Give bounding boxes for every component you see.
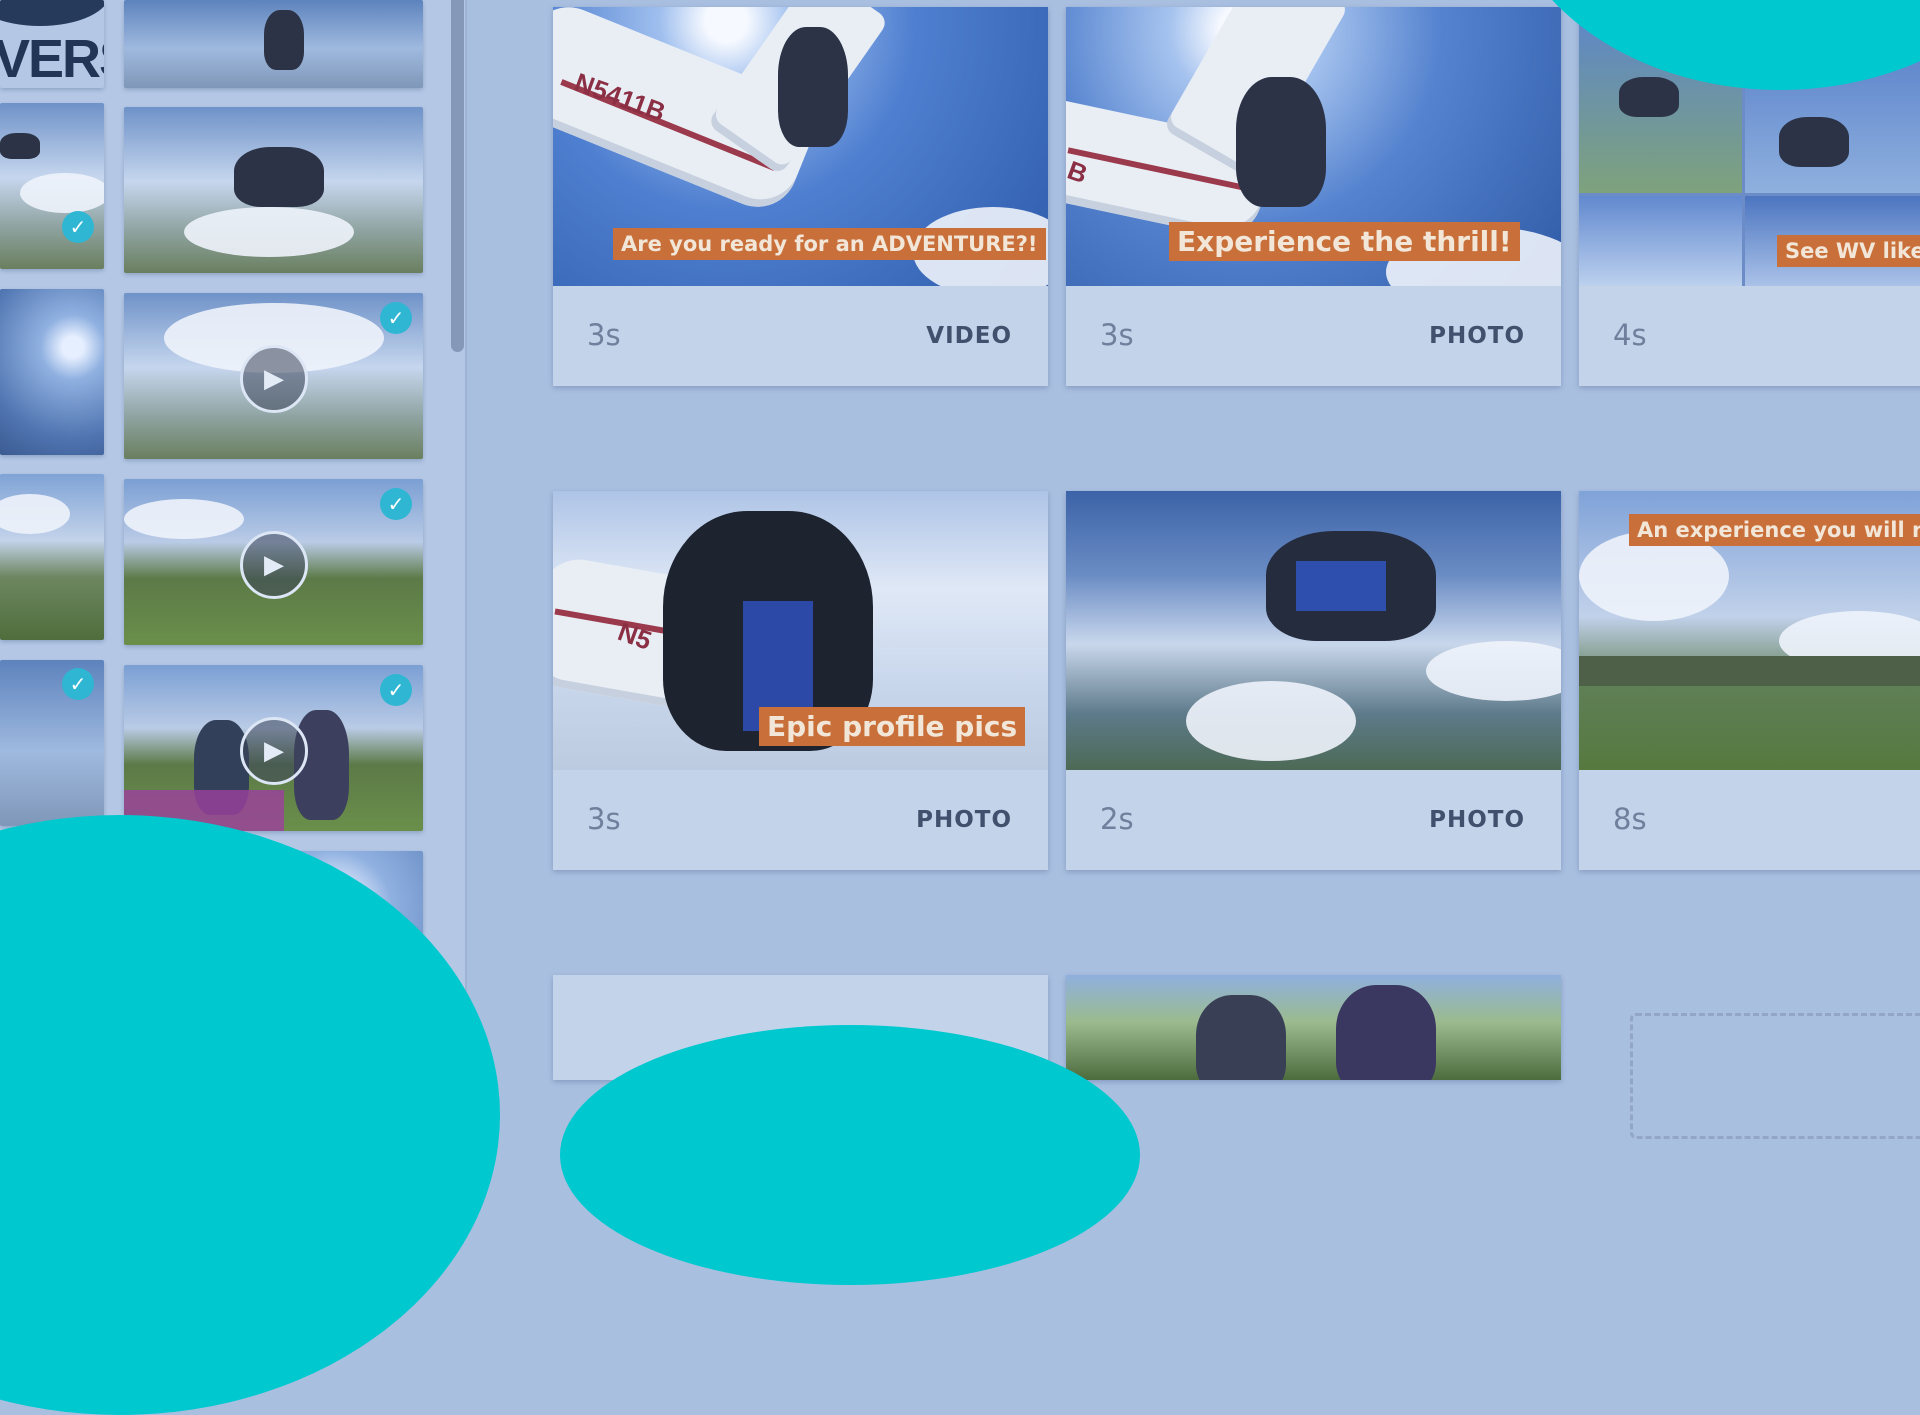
clip-type-label: PHOTO [1429, 807, 1525, 833]
selected-check-icon[interactable]: ✓ [62, 668, 94, 700]
clip-card[interactable] [1066, 975, 1561, 1080]
clip-footer: 8s [1579, 770, 1920, 870]
clip-duration[interactable]: 4s [1613, 318, 1647, 352]
clip-duration[interactable]: 3s [587, 802, 621, 836]
clip-type-label: PHOTO [916, 807, 1012, 833]
clip-card[interactable]: N5 Epic profile pics 3s PHOTO [553, 491, 1048, 870]
add-clip-dropzone[interactable] [1630, 1013, 1920, 1139]
clip-card[interactable]: B Experience the thrill! 3s PHOTO [1066, 7, 1561, 386]
play-icon[interactable]: ▶ [240, 345, 308, 413]
media-thumbnail[interactable] [124, 0, 423, 88]
decorative-blob-bottom-center [560, 1025, 1140, 1285]
sidebar-divider [465, 0, 467, 1080]
clip-footer: 4s C [1579, 286, 1920, 386]
media-thumbnail[interactable] [0, 289, 104, 455]
sidebar-scrollbar[interactable] [451, 0, 464, 352]
clip-footer: 3s PHOTO [1066, 286, 1561, 386]
clip-preview[interactable]: N5411B Are you ready for an ADVENTURE?! [553, 7, 1048, 286]
clip-preview[interactable]: N5 Epic profile pics [553, 491, 1048, 770]
selected-check-icon[interactable]: ✓ [380, 674, 412, 706]
clip-caption: Are you ready for an ADVENTURE?! [613, 228, 1046, 260]
clip-preview[interactable] [1066, 491, 1561, 770]
clip-footer: 2s PHOTO [1066, 770, 1561, 870]
selected-check-icon[interactable]: ✓ [380, 302, 412, 334]
media-thumbnail[interactable]: ▶ ✓ [124, 479, 423, 645]
clip-card[interactable]: An experience you will nev 8s [1579, 491, 1920, 870]
clip-card[interactable]: 2s PHOTO [1066, 491, 1561, 870]
clip-footer: 3s PHOTO [553, 770, 1048, 870]
clip-duration[interactable]: 2s [1100, 802, 1134, 836]
clip-duration[interactable]: 3s [1100, 318, 1134, 352]
media-thumbnail[interactable]: check-icon✓ [0, 103, 104, 269]
clip-duration[interactable]: 3s [587, 318, 621, 352]
clip-preview[interactable]: B Experience the thrill! [1066, 7, 1561, 286]
clip-preview[interactable]: An experience you will nev [1579, 491, 1920, 770]
play-icon[interactable]: ▶ [240, 717, 308, 785]
clip-card[interactable]: N5411B Are you ready for an ADVENTURE?! … [553, 7, 1048, 386]
media-thumbnail-logo[interactable]: VERS [0, 0, 104, 88]
clip-duration[interactable]: 8s [1613, 802, 1647, 836]
clip-type-label: PHOTO [1429, 323, 1525, 349]
clip-caption: See WV like ne [1777, 235, 1920, 267]
clip-footer: 3s VIDEO [553, 286, 1048, 386]
clip-type-label: VIDEO [926, 323, 1012, 349]
clip-caption: An experience you will nev [1629, 514, 1920, 546]
media-thumbnail[interactable] [0, 474, 104, 640]
media-thumbnail[interactable]: ▶ ✓ [124, 665, 423, 831]
clip-caption: Experience the thrill! [1169, 222, 1520, 261]
logo-text: VERS [0, 29, 104, 88]
media-thumbnail[interactable] [124, 107, 423, 273]
selected-check-icon[interactable]: ✓ [380, 488, 412, 520]
decorative-blob-top-right [1500, 0, 1920, 90]
clip-preview[interactable] [1066, 975, 1561, 1080]
logo-mark-icon [0, 0, 104, 26]
play-icon[interactable]: ▶ [240, 531, 308, 599]
clip-caption: Epic profile pics [759, 707, 1026, 746]
selected-check-icon[interactable]: check-icon✓ [62, 211, 94, 243]
media-thumbnail[interactable]: ✓ [0, 660, 104, 826]
media-thumbnail[interactable]: ▶ ✓ [124, 293, 423, 459]
